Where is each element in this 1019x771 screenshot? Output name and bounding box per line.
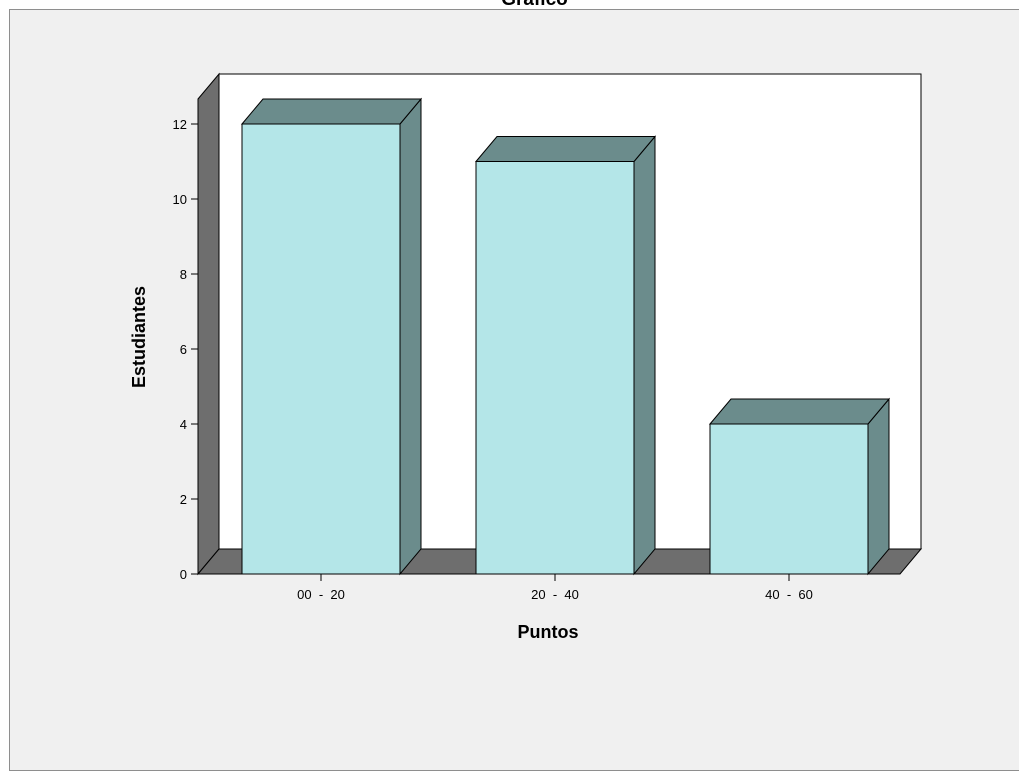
left-wall <box>197 72 220 576</box>
y-tick-label: 10 <box>173 192 187 207</box>
bar-side-face <box>867 397 890 576</box>
y-tick-label: 4 <box>180 417 187 432</box>
bar-3 <box>708 397 891 576</box>
bar-top-face <box>240 98 423 125</box>
bar-side-face <box>399 97 422 576</box>
x-tick-label: 00 - 20 <box>297 587 345 602</box>
bar-top-face <box>474 136 657 162</box>
bar-2 <box>474 135 657 576</box>
x-axis-ticks: 00 - 20 20 - 40 40 - 60 <box>297 574 813 602</box>
y-tick-label: 12 <box>173 117 187 132</box>
bar-chart: 0 2 4 6 8 10 12 00 - 20 20 - 40 40 - 60 Estudian… <box>129 72 923 642</box>
y-tick-label: 2 <box>180 492 187 507</box>
y-tick-label: 0 <box>180 567 187 582</box>
bar-1 <box>240 97 423 576</box>
bar-side-face <box>633 135 656 576</box>
y-axis-ticks: 0 2 4 6 8 10 12 <box>173 117 198 582</box>
x-tick-label: 40 - 60 <box>765 587 813 602</box>
chart-title: Gráfico <box>0 0 1019 12</box>
x-axis-title: Puntos <box>518 622 579 642</box>
bar-front-face <box>475 161 635 575</box>
bar-front-face <box>709 423 869 575</box>
y-tick-label: 8 <box>180 267 187 282</box>
x-tick-label: 20 - 40 <box>531 587 579 602</box>
bar-front-face <box>241 123 401 575</box>
y-axis-title: Estudiantes <box>129 286 149 388</box>
bars <box>240 97 891 576</box>
y-tick-label: 6 <box>180 342 187 357</box>
bar-top-face <box>708 398 891 425</box>
